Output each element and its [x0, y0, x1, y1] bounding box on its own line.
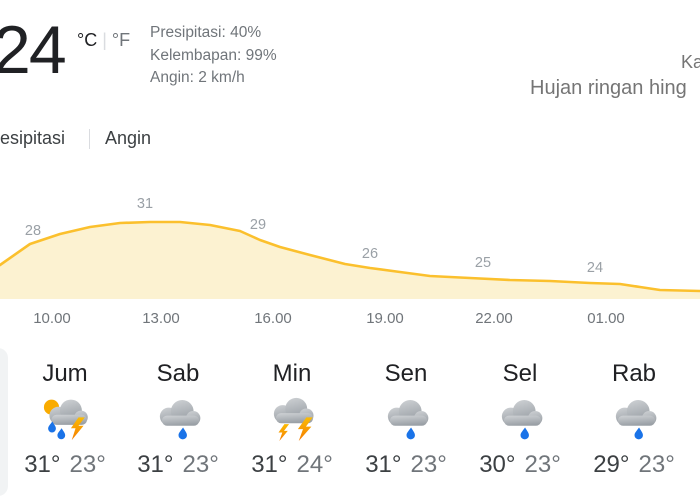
unit-toggle: °C | °F — [77, 30, 130, 51]
forecast-day-sen[interactable]: Sen 31° 23° — [354, 360, 458, 479]
header-condition-text: Hujan ringan hing — [530, 77, 687, 99]
fahrenheit-toggle[interactable]: °F — [111, 30, 131, 50]
day-label: Sel — [502, 360, 538, 387]
day-temperatures: 31° 23° — [13, 451, 117, 479]
day-label: Rab — [611, 360, 657, 387]
high-temp: 31° — [251, 451, 288, 478]
day-temperatures: 30° 23° — [468, 451, 572, 479]
time-label: 22.00 — [475, 310, 513, 327]
curve-value-label: 28 — [25, 223, 41, 239]
curve-value-label: 29 — [250, 217, 266, 233]
current-temperature: 24 — [0, 12, 67, 88]
temperature-chart: 28 31 29 26 25 24 — [0, 196, 700, 299]
precipitation-detail: Presipitasi: 40% — [150, 24, 262, 41]
curve-value-label: 24 — [587, 260, 603, 276]
tab-divider — [89, 128, 91, 149]
curve-value-label: 26 — [362, 246, 378, 262]
high-temp: 29° — [593, 451, 630, 478]
curve-value-label: 25 — [475, 255, 491, 271]
curve-value-label: 31 — [137, 196, 153, 212]
day-temperatures: 31° 24° — [240, 451, 344, 479]
high-temp: 30° — [479, 451, 516, 478]
high-temp: 31° — [24, 451, 61, 478]
forecast-day-min[interactable]: Min 31° 24° — [240, 360, 344, 479]
low-temp: 23° — [638, 451, 675, 478]
tab-presipitasi[interactable]: esipitasi — [0, 128, 66, 148]
low-temp: 23° — [182, 451, 219, 478]
rain-icon — [501, 400, 543, 440]
forecast-day-rab[interactable]: Rab 29° 23° — [582, 360, 686, 479]
celsius-toggle[interactable]: °C — [77, 30, 98, 50]
low-temp: 23° — [69, 451, 106, 478]
low-temp: 23° — [524, 451, 561, 478]
time-label: 19.00 — [366, 310, 404, 327]
rain-icon — [387, 400, 429, 440]
day-label: Min — [272, 360, 312, 387]
low-temp: 23° — [410, 451, 447, 478]
temperature-curve — [0, 220, 700, 293]
forecast-day-jum[interactable]: Jum 31° 23° — [13, 360, 117, 479]
time-label: 13.00 — [142, 310, 180, 327]
day-temperatures: 31° 23° — [126, 451, 230, 479]
time-label: 01.00 — [587, 310, 625, 327]
forecast-day-sel[interactable]: Sel 30° 23° — [468, 360, 572, 479]
rain-icon — [615, 400, 657, 440]
chart-tabs: esipitasi Angin — [0, 128, 151, 149]
high-temp: 31° — [365, 451, 402, 478]
current-details: Presipitasi: 40% Kelembapan: 99% Angin: … — [150, 22, 277, 90]
day-label: Jum — [42, 360, 88, 387]
forecast-day-sab[interactable]: Sab 31° 23° — [126, 360, 230, 479]
day-label: Sab — [156, 360, 200, 387]
time-label: 10.00 — [33, 310, 71, 327]
header-day-text: Ka — [681, 52, 700, 72]
temperature-area-fill — [0, 222, 700, 299]
day-temperatures: 29° 23° — [582, 451, 686, 479]
day-temperatures: 31° 23° — [354, 451, 458, 479]
day-label: Sen — [384, 360, 428, 387]
tab-angin[interactable]: Angin — [105, 128, 152, 148]
rain-icon — [159, 400, 201, 440]
thunderstorm-icon — [273, 397, 314, 441]
low-temp: 24° — [296, 451, 333, 478]
thunderstorm-rain-sun-icon — [43, 399, 88, 441]
high-temp: 31° — [137, 451, 174, 478]
time-label: 16.00 — [254, 310, 292, 327]
humidity-detail: Kelembapan: 99% — [150, 46, 277, 64]
forecast-day-previous-partial[interactable] — [0, 348, 8, 496]
unit-divider: | — [102, 30, 107, 50]
wind-detail: Angin: 2 km/h — [150, 69, 245, 86]
